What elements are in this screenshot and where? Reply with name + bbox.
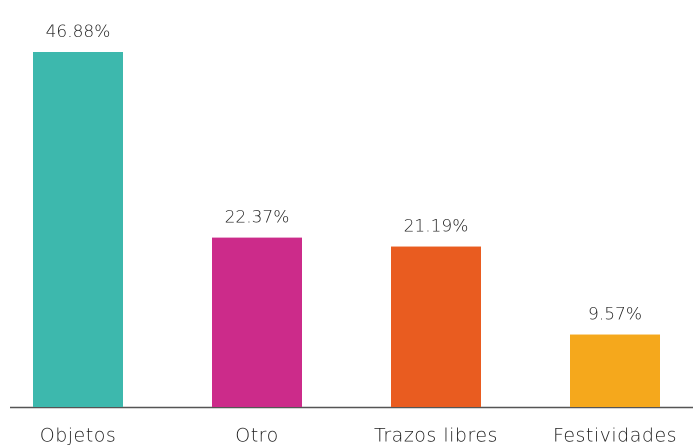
category-label: Trazos libres xyxy=(374,425,498,447)
value-label: 21.19% xyxy=(404,217,469,237)
bar xyxy=(391,246,481,407)
value-label: 46.88% xyxy=(46,22,111,42)
bar xyxy=(570,334,660,407)
value-label: 9.57% xyxy=(588,305,642,325)
category-label: Festividades xyxy=(553,425,677,447)
bar xyxy=(212,237,302,407)
bar xyxy=(33,52,123,407)
category-label: Objetos xyxy=(40,425,116,447)
category-label: Otro xyxy=(235,425,278,447)
value-label: 22.37% xyxy=(225,208,290,228)
